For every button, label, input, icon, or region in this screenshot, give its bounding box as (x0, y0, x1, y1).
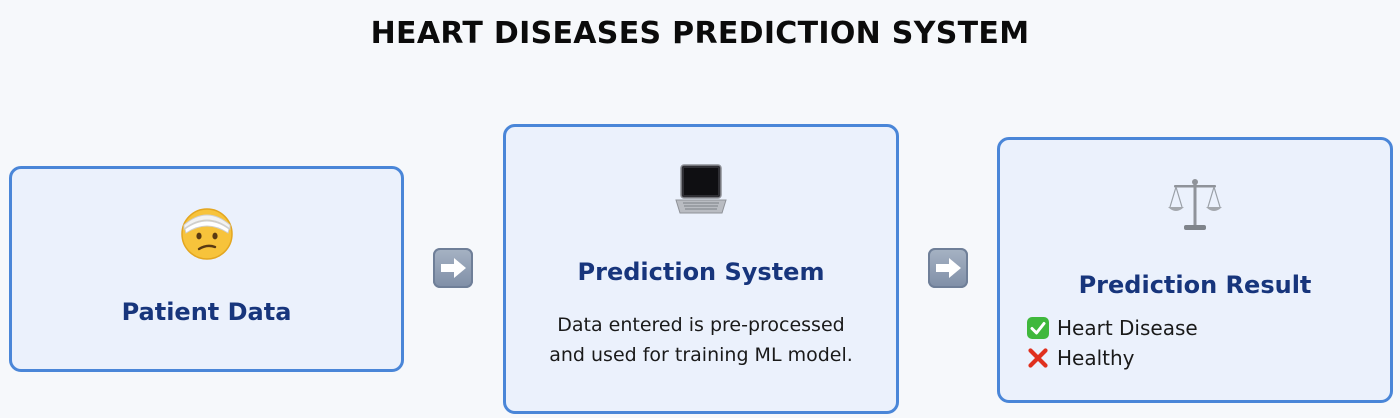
right-arrow-icon (928, 248, 968, 288)
outcome-item: Healthy (1027, 343, 1198, 373)
laptop-icon (672, 161, 730, 223)
node-heading: Prediction Result (1078, 271, 1312, 299)
node-heading: Patient Data (121, 298, 292, 326)
outcome-label: Heart Disease (1057, 316, 1198, 340)
right-arrow-icon (433, 248, 473, 288)
node-description: Data entered is pre-processed and used f… (506, 310, 896, 370)
head-bandage-face-icon (180, 207, 234, 265)
outcome-list: Heart Disease Healthy (1027, 313, 1198, 373)
node-prediction-result: Prediction Result Heart Disease Healthy (997, 137, 1393, 403)
check-mark-icon (1027, 317, 1049, 339)
balance-scale-icon (1166, 176, 1224, 238)
description-line: and used for training ML model. (549, 344, 853, 366)
node-patient-data: Patient Data (9, 166, 404, 372)
description-line: Data entered is pre-processed (557, 314, 845, 336)
outcome-label: Healthy (1057, 346, 1135, 370)
node-prediction-system: Prediction System Data entered is pre-pr… (503, 124, 899, 414)
outcome-item: Heart Disease (1027, 313, 1198, 343)
cross-mark-icon (1027, 347, 1049, 369)
node-heading: Prediction System (577, 258, 825, 286)
diagram-title: HEART DISEASES PREDICTION SYSTEM (370, 16, 1030, 51)
